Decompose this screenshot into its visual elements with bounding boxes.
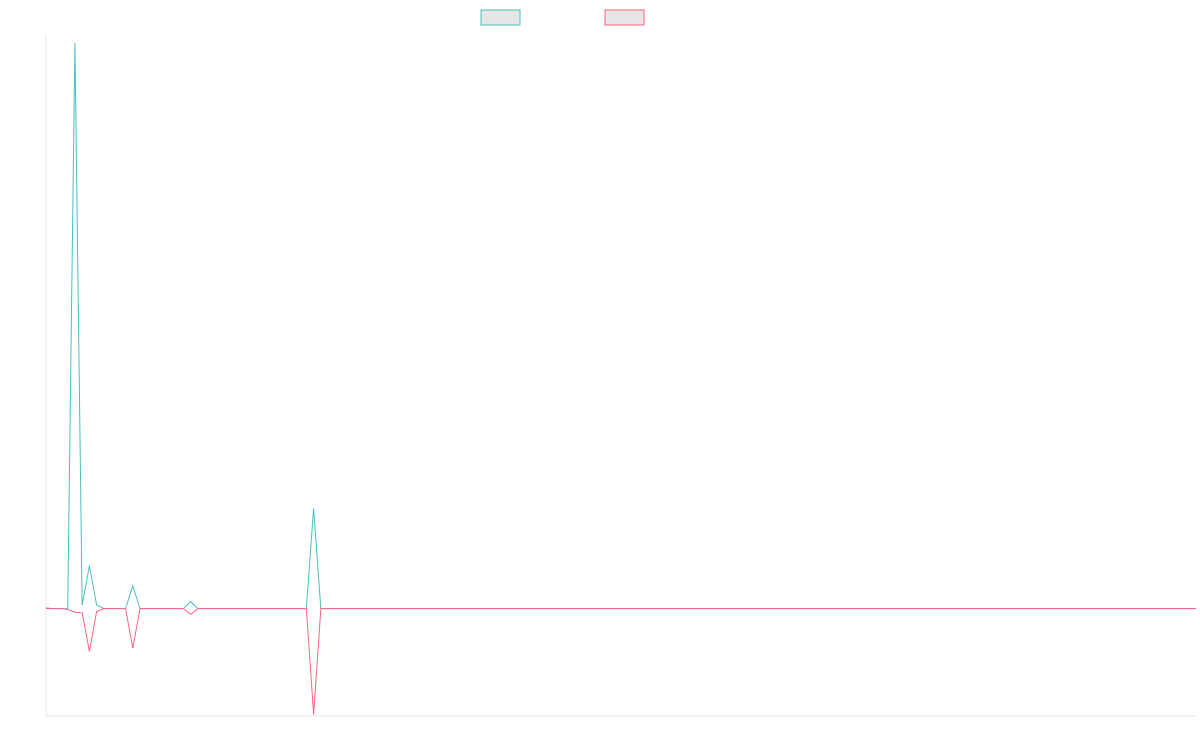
legend-swatch-1[interactable] [480,9,521,26]
legend-swatch-2[interactable] [604,9,645,26]
axes [45,36,1196,717]
legend[interactable] [480,9,645,26]
series-line-1 [45,43,1196,610]
series-layer [45,43,1196,715]
series-line-2 [46,608,1196,715]
